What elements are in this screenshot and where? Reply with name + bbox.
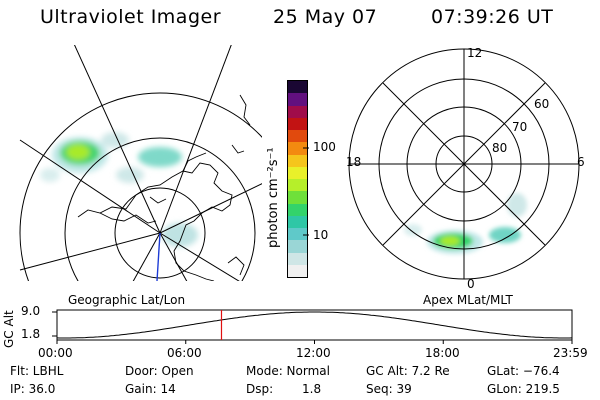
mlt-label-0: 0 bbox=[467, 277, 475, 291]
timeline-tick-1200: 12:00 bbox=[296, 346, 331, 360]
gc-alt-readout: GC Alt: 7.2 Re bbox=[366, 364, 450, 378]
magnetic-polar-map bbox=[348, 48, 580, 280]
lat-label-60: 60 bbox=[534, 97, 550, 111]
colorbar-segment bbox=[288, 179, 307, 192]
colorbar-tick-10: 10 bbox=[313, 228, 329, 242]
colorbar-segment bbox=[288, 228, 307, 241]
lat-label-70: 70 bbox=[512, 120, 528, 134]
colorbar-segment bbox=[288, 240, 307, 253]
timeline-ylabel: GC Alt bbox=[2, 310, 16, 348]
colorbar-segment bbox=[288, 154, 307, 167]
ip-readout: IP: 36.0 bbox=[10, 382, 56, 396]
timeline-tick-0600: 06:00 bbox=[167, 346, 202, 360]
glat-readout: GLat: −76.4 bbox=[487, 364, 560, 378]
timeline-tick-1800: 18:00 bbox=[425, 346, 460, 360]
timeline-tick-2359: 23:59 bbox=[553, 346, 588, 360]
mlt-label-6: 6 bbox=[577, 155, 585, 169]
colorbar-segment bbox=[288, 81, 307, 94]
coastline bbox=[77, 94, 251, 281]
mlt-label-12: 12 bbox=[467, 46, 483, 60]
timeline-ymin: 1.8 bbox=[21, 327, 41, 341]
gain-readout: Gain: 14 bbox=[125, 382, 176, 396]
colorbar-segment bbox=[288, 252, 307, 265]
mlt-label-18: 18 bbox=[346, 155, 362, 169]
colorbar bbox=[287, 80, 308, 278]
aurora-emission bbox=[40, 132, 198, 247]
colorbar-ticks bbox=[303, 147, 309, 236]
right-map-caption: Apex MLat/MLT bbox=[423, 293, 513, 307]
colorbar-segment bbox=[288, 93, 307, 106]
filter-readout: Flt: LBHL bbox=[10, 364, 64, 378]
geographic-map bbox=[19, 45, 262, 281]
dsp-label: Dsp: bbox=[246, 382, 274, 396]
dsp-value: 1.8 bbox=[302, 382, 322, 396]
door-readout: Door: Open bbox=[125, 364, 194, 378]
altitude-timeline bbox=[52, 309, 573, 344]
instrument-title: Ultraviolet Imager bbox=[40, 6, 222, 28]
colorbar-segment bbox=[288, 105, 307, 118]
colorbar-tick-100: 100 bbox=[313, 140, 336, 154]
colorbar-segment bbox=[288, 191, 307, 204]
colorbar-segment bbox=[288, 203, 307, 216]
colorbar-segment bbox=[288, 130, 307, 143]
left-map-caption: Geographic Lat/Lon bbox=[68, 293, 186, 307]
mode-readout: Mode: Normal bbox=[246, 364, 330, 378]
observation-date: 25 May 07 bbox=[273, 6, 378, 28]
satellite-track bbox=[156, 232, 161, 281]
timeline-ymax: 9.0 bbox=[21, 304, 41, 318]
observation-time: 07:39:26 UT bbox=[431, 6, 554, 28]
lat-label-80: 80 bbox=[492, 141, 508, 155]
colorbar-segment bbox=[288, 166, 307, 179]
glon-readout: GLon: 219.5 bbox=[487, 382, 560, 396]
sequence-readout: Seq: 39 bbox=[366, 382, 412, 396]
timeline-tick-0000: 00:00 bbox=[38, 346, 73, 360]
colorbar-unit-label: photon cm⁻²s⁻¹ bbox=[266, 147, 281, 248]
colorbar-segment bbox=[288, 142, 307, 155]
altitude-curve bbox=[56, 311, 573, 339]
colorbar-segment bbox=[288, 264, 307, 277]
timeline-frame bbox=[56, 309, 573, 341]
colorbar-segment bbox=[288, 215, 307, 228]
aurora-oval bbox=[404, 193, 527, 254]
colorbar-segment bbox=[288, 117, 307, 130]
